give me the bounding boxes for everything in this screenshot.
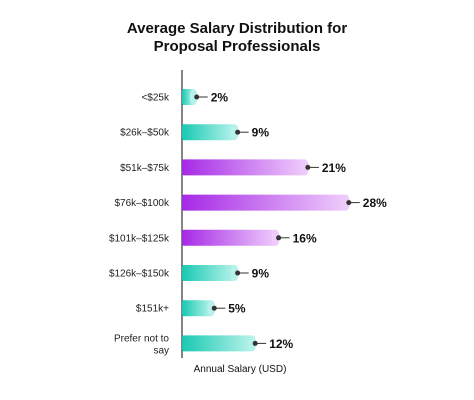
bar-end-101k-125k	[271, 229, 280, 246]
value-label-101k-125k: 16%	[293, 231, 317, 245]
bar-end-26k-50k	[230, 124, 239, 141]
marker-dot-151k	[211, 305, 217, 311]
chart-title-line-2: Proposal Professionals	[153, 38, 321, 55]
marker-dot-126k-150k	[235, 270, 241, 276]
value-label-51k-75k: 21%	[322, 161, 346, 175]
category-label-151k: $151k+	[136, 304, 169, 315]
bar-51k-75k	[182, 159, 305, 176]
x-axis-label: Annual Salary (USD)	[194, 364, 287, 375]
category-label-126k-150k: $126k–$150k	[109, 269, 170, 280]
category-label-101k-125k: $101k–$125k	[109, 233, 170, 244]
bar-76k-100k	[182, 194, 346, 211]
category-label-76k-100k: $76k–$100k	[115, 198, 170, 209]
category-label-25k: <$25k	[141, 93, 170, 104]
marker-dot-prefer-not-to-say	[252, 340, 258, 346]
bar-prefer-not-to-say	[182, 335, 253, 352]
bar-end-126k-150k	[230, 265, 239, 281]
bar-26k-50k	[182, 124, 235, 141]
bar-101k-125k	[182, 229, 276, 246]
value-label-76k-100k: 28%	[363, 196, 387, 210]
chart-title: Average Salary Distribution for Proposal…	[0, 20, 474, 56]
value-label-26k-50k: 9%	[252, 126, 270, 140]
bars-layer: <$25k 2% $26k–$50k 9% $51k–$75k 21% $76k–$100k…	[109, 89, 387, 356]
bar-151k	[182, 300, 212, 317]
value-label-151k: 5%	[228, 302, 246, 316]
category-label-51k-75k: $51k–$75k	[120, 163, 170, 174]
marker-dot-76k-100k	[346, 200, 352, 206]
marker-dot-26k-50k	[235, 129, 241, 135]
chart-title-line-1: Average Salary Distribution for	[126, 20, 348, 37]
bar-end-151k	[207, 300, 216, 317]
bar-end-25k	[189, 89, 198, 105]
marker-dot-51k-75k	[305, 164, 311, 170]
bar-126k-150k	[182, 265, 235, 281]
category-label-prefer-not-to-say: Prefer not to say	[114, 333, 169, 356]
marker-dot-101k-125k	[276, 235, 282, 241]
bar-end-51k-75k	[300, 159, 309, 176]
marker-dot-25k	[194, 94, 200, 100]
bar-end-76k-100k	[341, 194, 350, 211]
bar-end-prefer-not-to-say	[248, 335, 257, 352]
value-label-25k: 2%	[211, 91, 229, 105]
category-label-26k-50k: $26k–$50k	[120, 128, 170, 139]
value-label-prefer-not-to-say: 12%	[269, 337, 293, 351]
value-label-126k-150k: 9%	[252, 267, 270, 281]
